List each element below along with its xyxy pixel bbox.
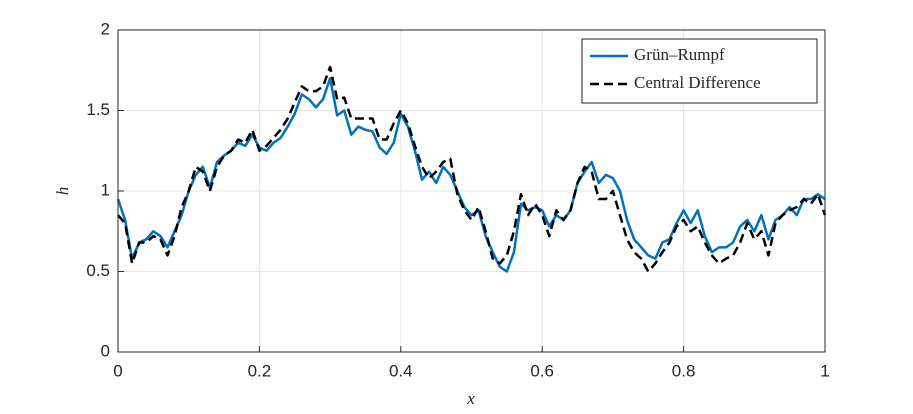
axes-box	[117, 29, 826, 353]
x-tick-label: 0.6	[530, 361, 554, 380]
y-tick-label: 2	[101, 19, 110, 38]
legend-label: Central Difference	[634, 73, 761, 92]
series-line	[116, 77, 826, 273]
y-tick-label: 1	[101, 180, 110, 199]
x-axis-label: x	[466, 389, 475, 408]
series-line	[117, 65, 827, 273]
x-tick-label: 0.2	[248, 361, 272, 380]
x-tick-label: 1	[820, 361, 829, 380]
y-axis-label: h	[53, 187, 72, 196]
y-tick-label: 1.5	[86, 100, 110, 119]
x-tick-label: 0.4	[389, 361, 413, 380]
legend-label: Grün–Rumpf	[634, 45, 725, 64]
y-tick-label: 0.5	[86, 261, 110, 280]
y-tick-label: 0	[101, 341, 110, 360]
x-tick-label: 0.8	[672, 361, 696, 380]
x-tick-label: 0	[113, 361, 122, 380]
legend-box	[581, 38, 818, 104]
